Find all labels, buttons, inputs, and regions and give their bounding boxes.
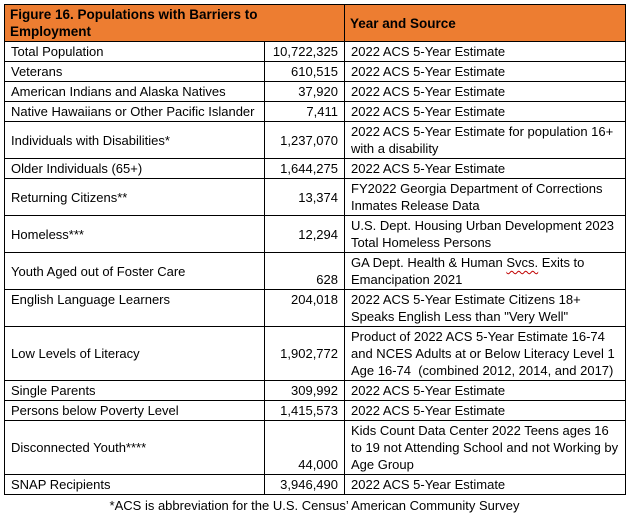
figure16-table: Figure 16. Populations with Barriers to …: [4, 4, 626, 495]
table-row: English Language Learners 204,018 2022 A…: [4, 289, 626, 327]
population-value: 204,018: [264, 289, 345, 327]
table-row: Individuals with Disabilities* 1,237,070…: [4, 121, 626, 159]
table-row: Total Population 10,722,325 2022 ACS 5-Y…: [4, 41, 626, 62]
population-source: 2022 ACS 5-Year Estimate: [344, 158, 626, 179]
population-label: Single Parents: [4, 380, 265, 401]
population-label: Homeless***: [4, 215, 265, 253]
population-source: 2022 ACS 5-Year Estimate for population …: [344, 121, 626, 159]
table-row: Veterans 610,515 2022 ACS 5-Year Estimat…: [4, 61, 626, 82]
population-value: 309,992: [264, 380, 345, 401]
population-value: 1,902,772: [264, 326, 345, 381]
population-source: 2022 ACS 5-Year Estimate Citizens 18+ Sp…: [344, 289, 626, 327]
population-source: Product of 2022 ACS 5-Year Estimate 16-7…: [344, 326, 626, 381]
population-value: 12,294: [264, 215, 345, 253]
population-label: Individuals with Disabilities*: [4, 121, 265, 159]
population-label: English Language Learners: [4, 289, 265, 327]
population-source: 2022 ACS 5-Year Estimate: [344, 400, 626, 421]
table-row: Single Parents 309,992 2022 ACS 5-Year E…: [4, 380, 626, 401]
population-label: Disconnected Youth****: [4, 420, 265, 475]
population-value: 44,000: [264, 420, 345, 475]
population-label: SNAP Recipients: [4, 474, 265, 495]
population-value: 10,722,325: [264, 41, 345, 62]
table-row: Persons below Poverty Level 1,415,573 20…: [4, 400, 626, 421]
population-value: 610,515: [264, 61, 345, 82]
table-title: Figure 16. Populations with Barriers to …: [4, 4, 345, 42]
population-label: Total Population: [4, 41, 265, 62]
population-source: 2022 ACS 5-Year Estimate: [344, 101, 626, 122]
population-value: 1,237,070: [264, 121, 345, 159]
population-value: 3,946,490: [264, 474, 345, 495]
population-value: 37,920: [264, 81, 345, 102]
population-source: FY2022 Georgia Department of Corrections…: [344, 178, 626, 216]
table-row: Youth Aged out of Foster Care 628 GA Dep…: [4, 252, 626, 290]
population-label: Low Levels of Literacy: [4, 326, 265, 381]
population-label: American Indians and Alaska Natives: [4, 81, 265, 102]
population-source: GA Dept. Health & Human Svcs. Exits to E…: [344, 252, 626, 290]
population-source: U.S. Dept. Housing Urban Development 202…: [344, 215, 626, 253]
table-row: Disconnected Youth**** 44,000 Kids Count…: [4, 420, 626, 475]
table-row: Older Individuals (65+) 1,644,275 2022 A…: [4, 158, 626, 179]
population-label: Persons below Poverty Level: [4, 400, 265, 421]
population-value: 7,411: [264, 101, 345, 122]
population-label: Native Hawaiians or Other Pacific Island…: [4, 101, 265, 122]
misspelled-word: Svcs.: [506, 255, 539, 270]
table-row: SNAP Recipients 3,946,490 2022 ACS 5-Yea…: [4, 474, 626, 495]
population-source: 2022 ACS 5-Year Estimate: [344, 474, 626, 495]
source-column-header: Year and Source: [344, 4, 626, 42]
population-label: Older Individuals (65+): [4, 158, 265, 179]
footnote: *ACS is abbreviation for the U.S. Census…: [109, 498, 520, 513]
table-body: Total Population 10,722,325 2022 ACS 5-Y…: [4, 41, 626, 495]
population-source: 2022 ACS 5-Year Estimate: [344, 380, 626, 401]
population-label: Veterans: [4, 61, 265, 82]
table-row: Native Hawaiians or Other Pacific Island…: [4, 101, 626, 122]
table-row: American Indians and Alaska Natives 37,9…: [4, 81, 626, 102]
population-source: Kids Count Data Center 2022 Teens ages 1…: [344, 420, 626, 475]
population-source: 2022 ACS 5-Year Estimate: [344, 61, 626, 82]
population-label: Returning Citizens**: [4, 178, 265, 216]
table-header-row: Figure 16. Populations with Barriers to …: [4, 4, 626, 42]
population-value: 13,374: [264, 178, 345, 216]
table-row: Homeless*** 12,294 U.S. Dept. Housing Ur…: [4, 215, 626, 253]
population-value: 1,644,275: [264, 158, 345, 179]
table-row: Returning Citizens** 13,374 FY2022 Georg…: [4, 178, 626, 216]
population-source: 2022 ACS 5-Year Estimate: [344, 41, 626, 62]
population-source: 2022 ACS 5-Year Estimate: [344, 81, 626, 102]
table-row: Low Levels of Literacy 1,902,772 Product…: [4, 326, 626, 381]
population-value: 1,415,573: [264, 400, 345, 421]
population-label: Youth Aged out of Foster Care: [4, 252, 265, 290]
population-value: 628: [264, 252, 345, 290]
